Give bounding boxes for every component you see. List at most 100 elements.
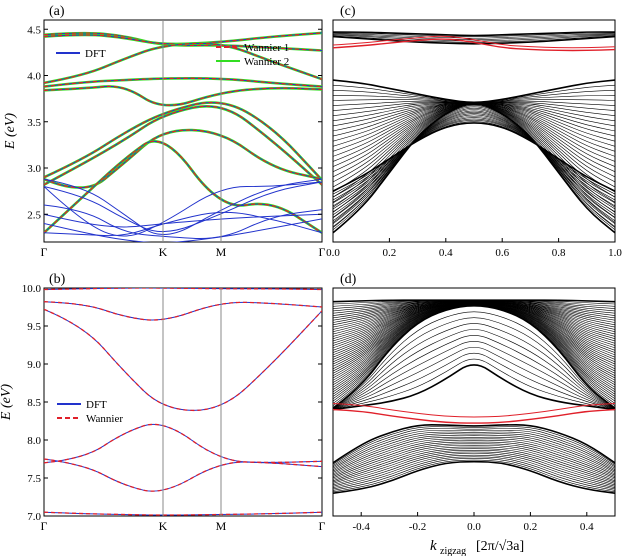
bulk-subband	[333, 113, 615, 213]
wannier-band	[44, 129, 322, 189]
bulk-subband	[333, 445, 615, 480]
wannier-band	[44, 32, 322, 45]
xtick-label: 0.0	[326, 247, 340, 259]
bulk-subband	[333, 317, 615, 409]
ytick-label: 7.5	[27, 473, 41, 485]
bulk-subband	[333, 107, 615, 225]
xtick-label: 1.0	[608, 247, 622, 259]
wannier-band	[44, 423, 322, 468]
edge-state	[333, 408, 615, 424]
wannier-band	[44, 42, 322, 84]
bulk-subband	[333, 352, 615, 410]
bulk-subband	[333, 446, 615, 482]
bulk-band	[333, 305, 615, 409]
panel-d: (d) -0.4 -0.2 0.0 0.2 0.4 k zigzag [2π/√3a]	[332, 272, 616, 556]
bulk-subband	[333, 115, 615, 207]
bulk-subband	[333, 459, 615, 493]
wannier-band	[44, 511, 322, 516]
ytick-label: 8.0	[27, 435, 41, 447]
bulk-subband	[333, 118, 615, 201]
wannier-band	[44, 32, 322, 52]
wannier-band	[44, 101, 322, 181]
panel-b-plot	[44, 288, 322, 516]
ytick-label: 3.0	[27, 163, 41, 175]
wannier-band	[44, 105, 322, 186]
xtick-label: -0.4	[352, 521, 370, 533]
ytick-label: 9.0	[27, 359, 41, 371]
wannier-band	[44, 77, 322, 88]
wannier-band	[44, 301, 322, 321]
xtick-label: 0.0	[467, 521, 481, 533]
xtick-label: Γ	[41, 245, 48, 259]
dft-band	[44, 204, 322, 240]
ytick-label: 4.0	[27, 71, 41, 83]
bulk-subband	[333, 117, 615, 204]
bulk-subband	[333, 436, 615, 473]
bulk-subband	[333, 433, 615, 470]
bulk-subband	[333, 106, 615, 228]
wannier-band	[44, 288, 322, 291]
panel-b-legend: DFT Wannier	[57, 399, 123, 425]
xtick-label: 0.4	[580, 521, 594, 533]
bulk-subband	[333, 109, 615, 222]
bulk-band	[333, 103, 615, 234]
panel-d-xlabel-sub: zigzag	[440, 546, 466, 556]
panel-b-ylabel: E (eV)	[0, 384, 14, 421]
wannier-band	[44, 308, 322, 412]
bulk-band	[333, 423, 615, 464]
wannier-band	[44, 85, 322, 106]
legend-wannier2-label: Wannier 2	[244, 56, 289, 68]
dft-band	[44, 218, 322, 242]
panel-a-label: (a)	[49, 4, 65, 19]
bulk-band	[333, 79, 615, 104]
legend-b-dft-label: DFT	[86, 399, 107, 411]
bulk-subband	[333, 119, 615, 198]
panel-d-xticks: -0.4 -0.2 0.0 0.2 0.4	[352, 512, 594, 533]
bulk-subband	[333, 311, 615, 409]
dft-band	[44, 178, 322, 235]
bulk-subband	[333, 426, 615, 465]
bulk-subband	[333, 450, 615, 484]
panel-c-label: (c)	[340, 4, 356, 19]
bulk-subband	[333, 323, 615, 409]
panel-c-xticks: 0.0 0.2 0.4 0.6 0.8 1.0	[326, 238, 622, 259]
xtick-label: M	[216, 245, 227, 259]
bulk-subband	[333, 114, 615, 210]
panel-a-legend: DFT Wannier 1 Wannier 2	[56, 42, 289, 68]
legend-b-wannier-label: Wannier	[86, 413, 123, 425]
xtick-label: -0.2	[409, 521, 426, 533]
bulk-subband	[333, 440, 615, 476]
panel-a-ylabel: E (eV)	[3, 113, 18, 150]
bulk-subband	[333, 453, 615, 487]
bulk-subband	[333, 458, 615, 491]
bulk-subband	[333, 33, 615, 39]
xtick-label: 0.2	[524, 521, 538, 533]
panel-d-xlabel-k: k	[430, 538, 437, 554]
ytick-label: 7.0	[27, 511, 41, 523]
panel-d-xlabel: k zigzag [2π/√3a]	[430, 538, 524, 556]
panel-a-plot	[44, 31, 322, 242]
bulk-subband	[333, 435, 615, 472]
bulk-subband	[333, 329, 615, 409]
panel-c-frame	[332, 19, 616, 243]
bulk-band	[333, 364, 615, 411]
wannier-band	[44, 458, 322, 492]
panel-a-yticks: 2.5 3.0 3.5 4.0 4.5	[27, 24, 322, 221]
bulk-band	[333, 122, 615, 192]
xtick-label: 0.8	[552, 247, 566, 259]
bulk-subband	[333, 443, 615, 479]
panel-d-label: (d)	[340, 272, 357, 287]
xtick-label: 0.2	[383, 247, 397, 259]
panel-d-xlabel-units: [2π/√3a]	[476, 539, 524, 554]
bulk-subband	[333, 451, 615, 486]
xtick-label: 0.6	[495, 247, 509, 259]
bulk-subband	[333, 448, 615, 483]
legend-dft-label: DFT	[85, 48, 106, 60]
edge-state	[333, 38, 615, 52]
xtick-label: 0.4	[439, 247, 453, 259]
bulk-subband	[333, 111, 615, 216]
panel-b-yticks: 7.0 7.5 8.0 8.5 9.0 9.5 10.0	[22, 283, 322, 523]
ytick-label: 9.5	[27, 321, 41, 333]
